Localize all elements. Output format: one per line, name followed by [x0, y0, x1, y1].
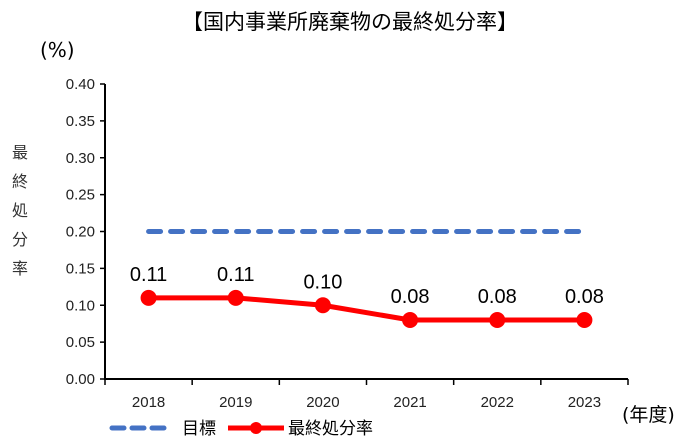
x-unit-label: (年度) — [622, 404, 675, 426]
y-tick-label: 0.35 — [66, 113, 95, 130]
x-tick-label: 2020 — [306, 394, 339, 411]
y-axis: 0.00 0.05 0.10 0.15 0.20 0.25 0.30 0.35 0.40 — [66, 76, 106, 388]
data-label: 0.11 — [130, 264, 167, 286]
series-layer: 0.11 0.11 0.10 0.08 0.08 0.08 — [130, 229, 604, 328]
x-axis: 2018 2019 2020 2021 2022 2023 — [104, 378, 629, 411]
data-point-marker — [402, 312, 419, 328]
y-tick-label: 0.30 — [66, 150, 95, 167]
legend-marker-icon — [250, 422, 262, 434]
legend-label-rate: 最終処分率 — [288, 419, 373, 438]
y-tick-label: 0.25 — [66, 187, 95, 204]
x-tick-label: 2022 — [481, 394, 514, 411]
data-label: 0.08 — [565, 286, 604, 308]
y-tick-label: 0.05 — [66, 334, 95, 351]
data-label: 0.11 — [217, 264, 254, 286]
y-tick-label: 0.00 — [66, 371, 95, 388]
legend: 目標 最終処分率 — [109, 419, 373, 438]
data-label: 0.08 — [478, 286, 517, 308]
data-label: 0.10 — [303, 271, 342, 293]
y-axis-label-char: 最 — [11, 143, 28, 162]
data-label: 0.08 — [391, 286, 430, 308]
data-point-marker — [314, 297, 331, 314]
data-point-marker — [576, 312, 593, 328]
y-unit-label: (%) — [40, 38, 75, 62]
x-tick-label: 2023 — [568, 394, 601, 411]
y-tick-label: 0.40 — [66, 76, 95, 93]
x-tick-label: 2018 — [132, 394, 165, 411]
chart-title: 【国内事業所廃棄物の最終処分率】 — [182, 10, 518, 34]
y-tick-label: 0.15 — [66, 260, 95, 277]
y-tick-label: 0.20 — [66, 224, 95, 241]
rate-line — [148, 295, 585, 323]
y-axis-label-char: 処 — [11, 201, 28, 220]
x-tick-label: 2021 — [393, 394, 426, 411]
legend-label-target: 目標 — [182, 419, 216, 438]
x-tick-label: 2019 — [219, 394, 252, 411]
y-tick-label: 0.10 — [66, 297, 95, 314]
data-point-marker — [140, 289, 157, 306]
y-axis-label-char: 率 — [11, 259, 28, 278]
data-point-marker — [227, 289, 244, 306]
data-point-marker — [489, 312, 506, 328]
y-axis-label-char: 分 — [11, 230, 28, 249]
y-axis-label-char: 終 — [11, 172, 28, 191]
y-axis-label: 最終処分率 — [10, 138, 30, 283]
